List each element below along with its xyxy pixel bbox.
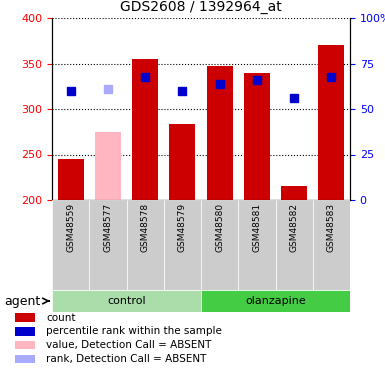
Text: GSM48580: GSM48580 (215, 203, 224, 252)
Bar (89, 200, 127, 290)
Bar (58, 159, 84, 200)
Bar (15, 314, 35, 322)
Bar (207, 66, 233, 200)
Text: GSM48583: GSM48583 (327, 203, 336, 252)
Bar (15, 341, 35, 350)
Text: agent: agent (4, 294, 40, 307)
Bar (164, 200, 201, 290)
Text: count: count (46, 312, 76, 322)
Text: rank, Detection Call = ABSENT: rank, Detection Call = ABSENT (46, 354, 207, 364)
Bar (52, 290, 201, 312)
Bar (95, 132, 121, 200)
Bar (201, 290, 350, 312)
Text: olanzapine: olanzapine (245, 296, 306, 306)
Bar (127, 200, 164, 290)
Bar (318, 45, 345, 200)
Bar (52, 200, 89, 290)
Text: control: control (107, 296, 146, 306)
Bar (169, 124, 196, 200)
Text: GSM48579: GSM48579 (178, 203, 187, 252)
Text: percentile rank within the sample: percentile rank within the sample (46, 326, 222, 336)
Bar (132, 59, 158, 200)
Bar (201, 200, 238, 290)
Bar (244, 73, 270, 200)
Text: GSM48581: GSM48581 (253, 203, 261, 252)
Bar (238, 200, 276, 290)
Text: value, Detection Call = ABSENT: value, Detection Call = ABSENT (46, 340, 212, 350)
Bar (15, 355, 35, 363)
Bar (313, 200, 350, 290)
Text: GSM48577: GSM48577 (104, 203, 112, 252)
Text: GSM48578: GSM48578 (141, 203, 150, 252)
Text: GSM48559: GSM48559 (66, 203, 75, 252)
Text: GSM48582: GSM48582 (290, 203, 299, 252)
Bar (15, 327, 35, 336)
Bar (276, 200, 313, 290)
Bar (281, 186, 307, 200)
Title: GDS2608 / 1392964_at: GDS2608 / 1392964_at (120, 0, 282, 14)
